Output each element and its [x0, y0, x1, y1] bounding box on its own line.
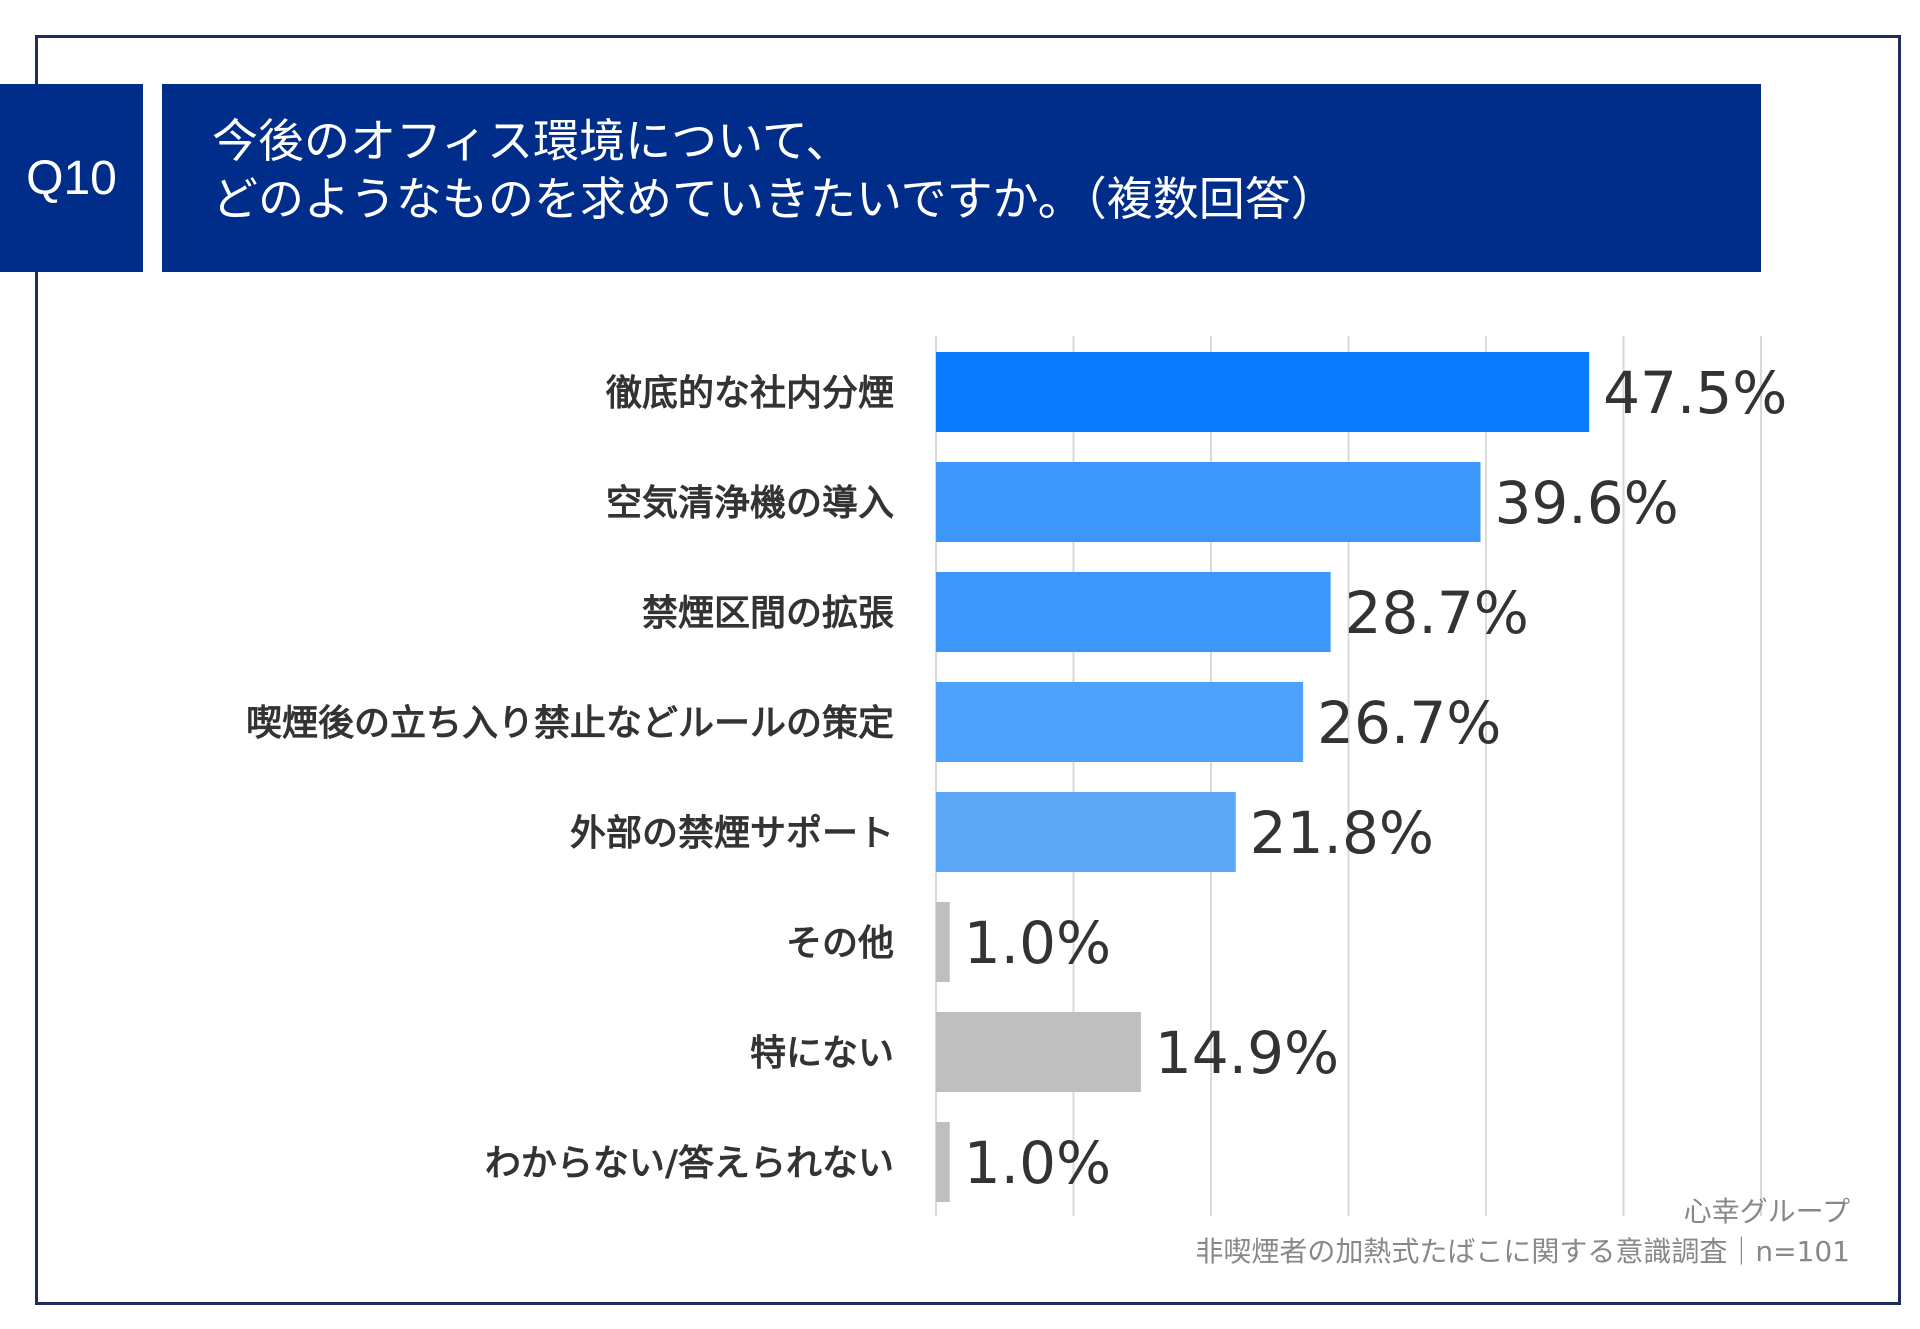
bar: [936, 1012, 1141, 1092]
bar: [936, 1122, 950, 1202]
credit-survey: 非喫煙者の加熱式たばこに関する意識調査｜n=101: [1195, 1235, 1850, 1268]
bar: [936, 792, 1236, 872]
value-label: 39.6%: [1495, 469, 1679, 537]
bar: [936, 462, 1481, 542]
category-label: 特にない: [750, 1033, 894, 1074]
chart-frame: [35, 35, 1901, 1305]
bar: [936, 682, 1304, 762]
question-number-badge: Q10: [0, 84, 143, 272]
question-title-bar: 今後のオフィス環境について、 どのようなものを求めていきたいですか。（複数回答）: [162, 84, 1761, 272]
credit-company: 心幸グループ: [1683, 1195, 1850, 1228]
value-label: 28.7%: [1345, 579, 1529, 647]
value-label: 21.8%: [1250, 799, 1434, 867]
value-label: 14.9%: [1155, 1019, 1339, 1087]
value-label: 26.7%: [1317, 689, 1501, 757]
category-label: わからない/答えられない: [485, 1143, 894, 1184]
bar: [936, 902, 950, 982]
question-number: Q10: [26, 151, 117, 205]
question-title-line-1: 今後のオフィス環境について、: [212, 114, 852, 168]
value-label: 1.0%: [964, 909, 1111, 977]
value-label: 1.0%: [964, 1129, 1111, 1197]
category-label: 喫煙後の立ち入り禁止などルールの策定: [246, 703, 894, 744]
bar: [936, 352, 1590, 432]
category-label: 禁煙区間の拡張: [642, 593, 894, 634]
value-label: 47.5%: [1603, 359, 1787, 427]
bar: [936, 572, 1331, 652]
question-title-line-2: どのようなものを求めていきたいですか。（複数回答）: [212, 172, 1337, 226]
category-label: その他: [786, 923, 894, 964]
category-label: 徹底的な社内分煙: [605, 373, 894, 414]
category-label: 外部の禁煙サポート: [570, 812, 894, 854]
category-label: 空気清浄機の導入: [606, 483, 894, 524]
